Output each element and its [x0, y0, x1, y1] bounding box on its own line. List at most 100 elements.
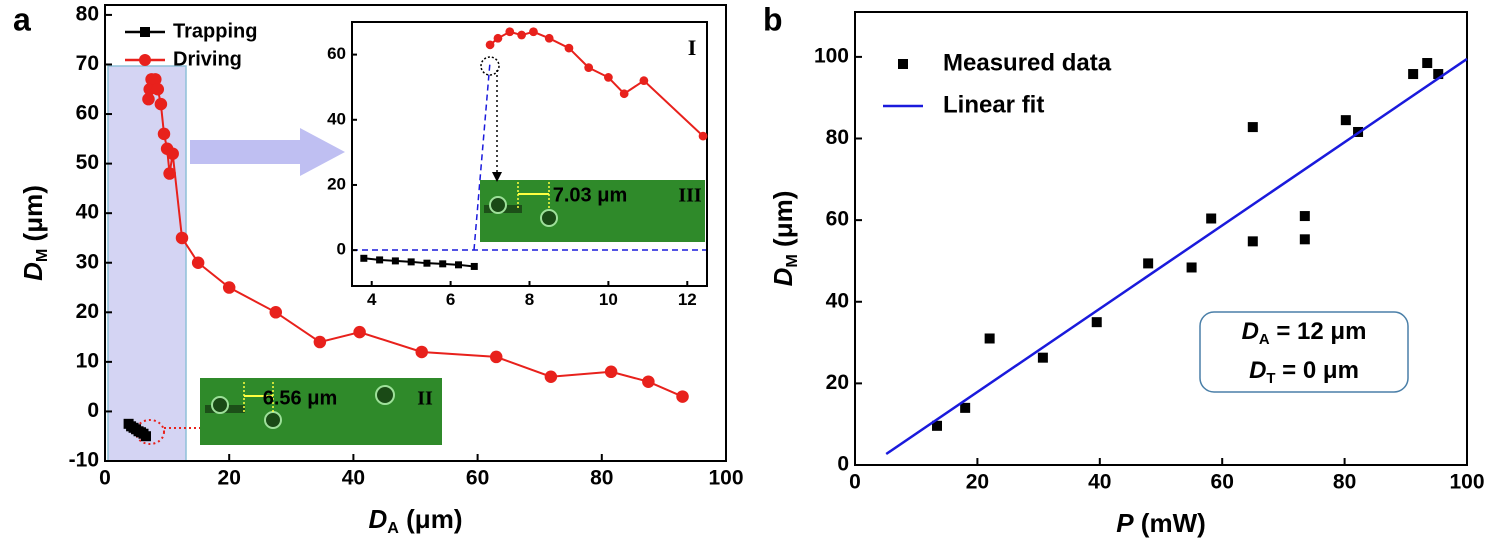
label-part: M [783, 254, 801, 267]
particle [540, 209, 558, 227]
x-tick-label: 4 [367, 290, 377, 309]
y-tick-label: 20 [327, 174, 346, 193]
x-tick-label: 0 [849, 470, 861, 493]
x-tick-label: 20 [218, 466, 241, 489]
y-tick-label: 40 [327, 109, 346, 128]
inset-decorations [352, 22, 707, 286]
label-part: T [1266, 371, 1275, 387]
y-tick-label: 50 [76, 151, 99, 174]
point [642, 375, 655, 388]
point [1247, 122, 1258, 133]
point [175, 231, 189, 245]
label: DA (μm) [369, 504, 463, 537]
label: DM (μm) [18, 185, 51, 281]
point [485, 40, 495, 50]
x-tick-label: 20 [966, 470, 989, 493]
images [200, 56, 1409, 445]
point [222, 281, 236, 294]
point [415, 345, 428, 359]
parameter-box [1199, 311, 1409, 393]
legend-label: Measured data [943, 49, 1112, 76]
point [140, 431, 151, 442]
point [544, 370, 558, 383]
y-tick-label: 20 [826, 371, 849, 394]
legend-marker [898, 59, 908, 69]
point [984, 333, 995, 344]
annotation: I [688, 35, 697, 60]
annotation: III [678, 185, 702, 207]
point [639, 76, 649, 86]
y-tick-label: 80 [76, 2, 99, 25]
zoom-arrow [190, 128, 345, 176]
point [191, 256, 205, 269]
main-decorations [107, 65, 345, 462]
point [166, 147, 179, 160]
point [1299, 234, 1310, 245]
point [493, 33, 503, 43]
point [1299, 211, 1310, 222]
point [151, 83, 165, 96]
x-tick-label: 100 [708, 466, 743, 489]
label-part: D [1242, 318, 1259, 345]
label-part: (μm) [18, 185, 48, 249]
dashed-guide [473, 61, 491, 251]
label-part: D [369, 504, 388, 534]
annotation: 6.56 μm [263, 387, 338, 409]
panel-label: a [13, 1, 31, 37]
y-tick-label: 40 [76, 201, 99, 224]
x-tick-label: 12 [678, 290, 697, 309]
y-tick-label: 100 [814, 44, 849, 67]
label-part: D [1249, 357, 1266, 384]
legend-label: Driving [173, 48, 242, 70]
point [163, 167, 176, 180]
point [391, 257, 399, 265]
label: DM (μm) [768, 191, 801, 287]
point [313, 335, 327, 349]
y-tick-label: 10 [76, 349, 99, 372]
point [517, 30, 526, 40]
point [142, 92, 155, 106]
point [1186, 262, 1197, 273]
particle [211, 396, 229, 414]
plot-frame [104, 4, 727, 462]
point [269, 306, 283, 319]
legend-marker [139, 54, 151, 66]
point [604, 365, 618, 379]
point [149, 73, 162, 86]
x-tick-label: 100 [1449, 470, 1484, 493]
label-part: A [1259, 332, 1270, 348]
annotation: II [417, 388, 433, 410]
x-tick-label: 60 [466, 466, 489, 489]
point [470, 262, 478, 270]
particle [489, 196, 507, 214]
y-tick-label: 30 [76, 250, 99, 273]
point [564, 43, 574, 53]
label-part: D [18, 262, 48, 281]
x-tick-label: 40 [1088, 470, 1111, 493]
label-part: M [33, 249, 51, 262]
point [1143, 258, 1154, 269]
point [604, 73, 613, 82]
point [376, 256, 384, 264]
label-part: = 12 μm [1270, 318, 1367, 345]
point [619, 89, 629, 99]
y-tick-label: 20 [76, 300, 99, 323]
x-tick-label: 60 [1211, 470, 1234, 493]
series-line [885, 57, 1468, 456]
pointer-head [492, 172, 502, 182]
y-tick-label: 60 [327, 44, 346, 63]
point [1340, 115, 1351, 126]
legend-label: Linear fit [943, 91, 1044, 118]
y-tick-label: 0 [337, 240, 346, 259]
x-tick-label: 0 [99, 466, 111, 489]
label-part: (μm) [768, 191, 798, 255]
x-tick-label: 10 [599, 290, 618, 309]
plot-frame [854, 11, 1468, 466]
zoom-region [107, 65, 187, 462]
label: P (mW) [1116, 508, 1206, 538]
point [1037, 352, 1048, 363]
point [676, 390, 689, 403]
point [1091, 317, 1102, 328]
point [932, 420, 943, 431]
annotation: 7.03 μm [553, 184, 628, 206]
